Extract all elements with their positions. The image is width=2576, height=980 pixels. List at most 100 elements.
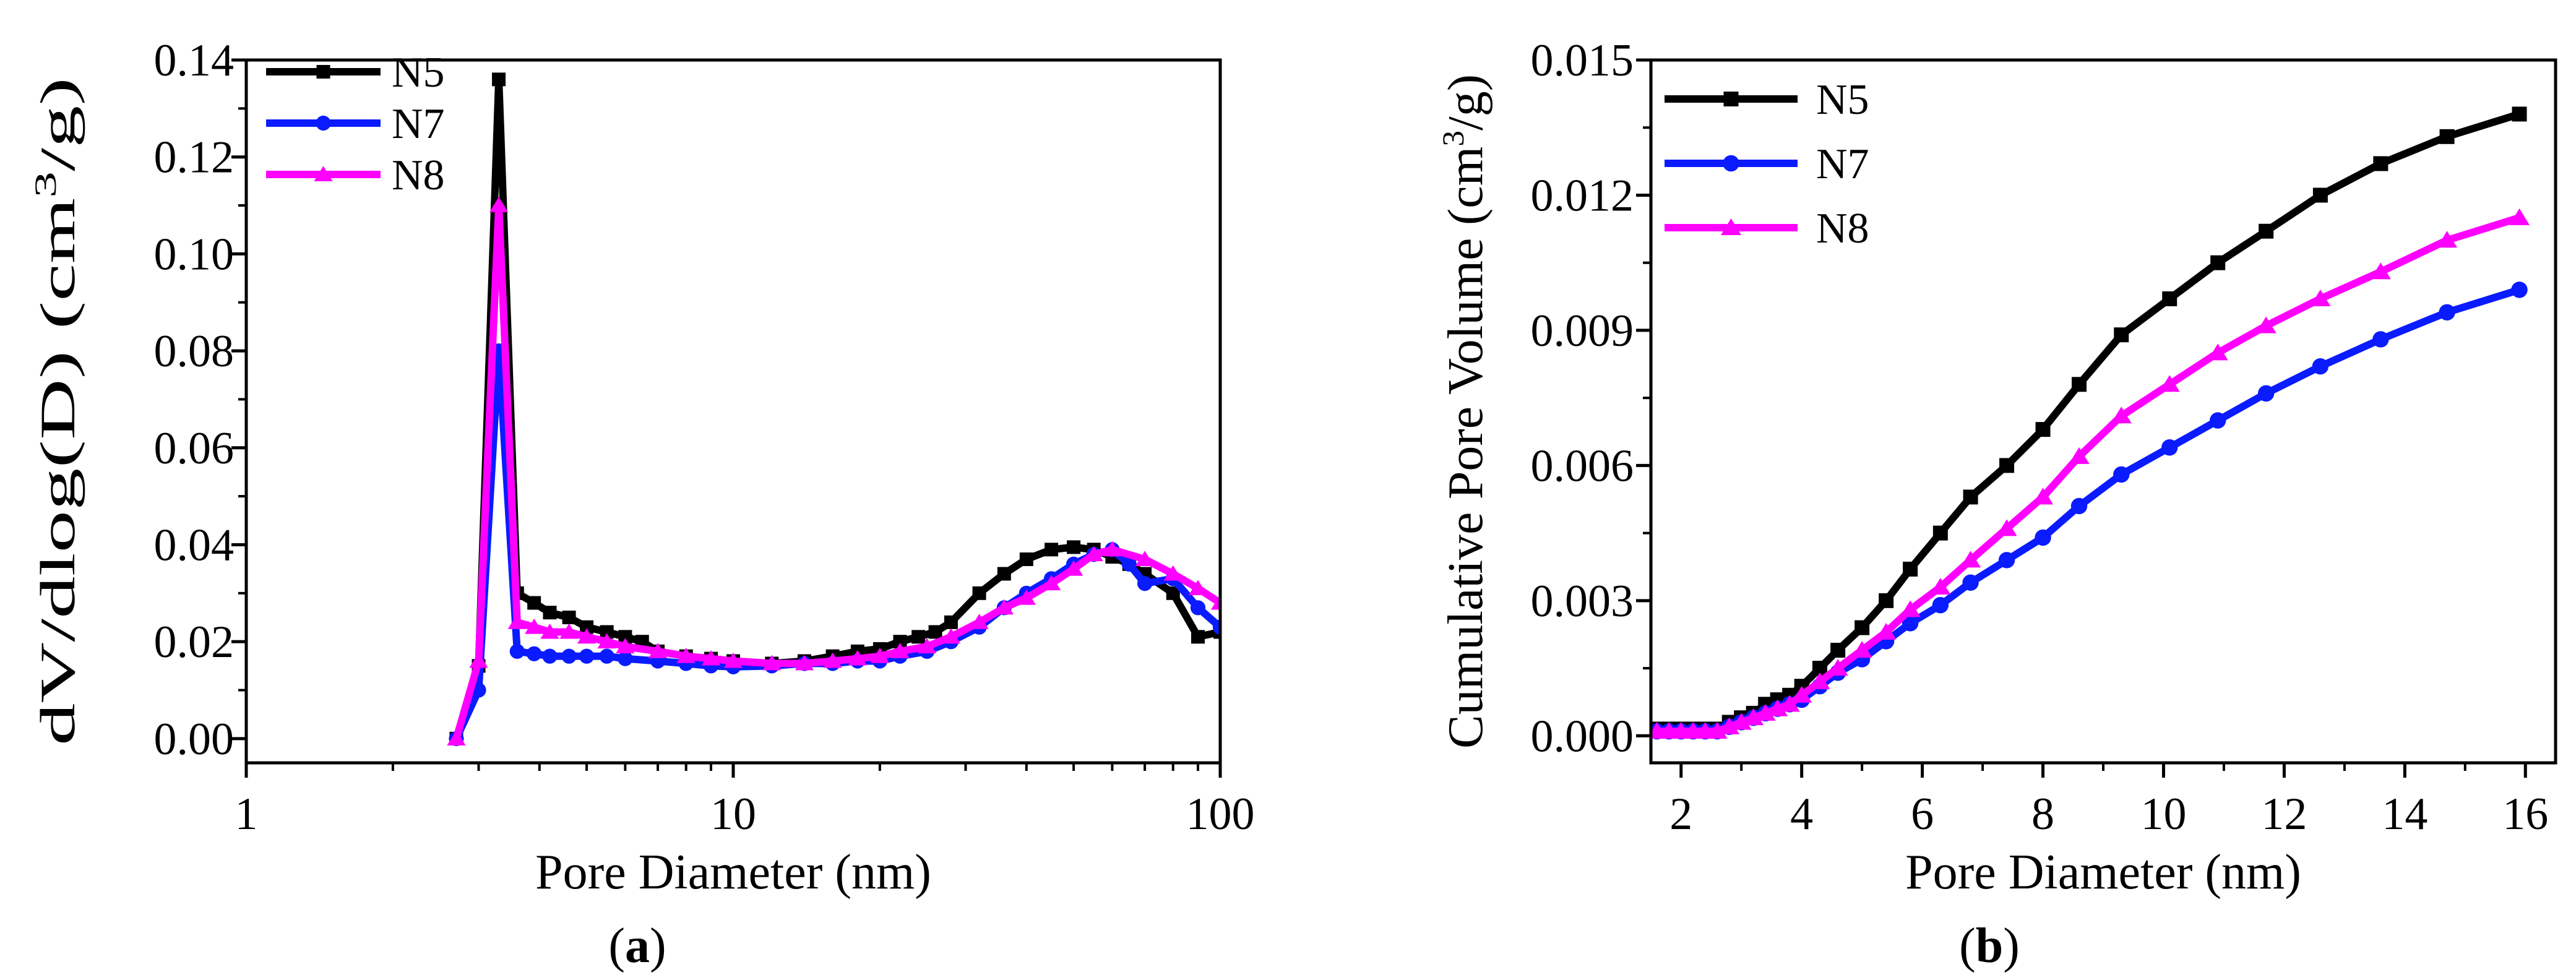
data-point-n7 (561, 648, 577, 664)
data-point-n7 (2209, 412, 2226, 429)
data-point-n8 (1827, 659, 1848, 676)
x-tick-label: 6 (1911, 789, 1934, 840)
data-point-n5 (543, 606, 557, 620)
legend-label-n7: N7 (392, 100, 445, 148)
y-axis-title-b: Cumulative Pore Volume (cm3/g) (1436, 74, 1493, 749)
data-point-n8 (1809, 672, 1830, 689)
x-tick-label: 100 (1186, 789, 1255, 840)
y-axis-title-superscript: 3 (28, 171, 62, 198)
x-tick-label: 4 (1790, 789, 1813, 840)
data-point-n8 (1064, 560, 1083, 576)
panel-b-chart: 0.000 0.003 0.006 0.009 0.012 0.015 2 4 6 8 10 12 14… (1436, 35, 2557, 900)
data-point-n5 (1166, 586, 1180, 600)
data-point-n8 (2509, 208, 2530, 225)
data-point-n8 (994, 599, 1014, 615)
y-tick-label: 0.006 (1531, 441, 1634, 491)
data-point-n8 (577, 628, 597, 644)
data-point-n8 (890, 643, 910, 658)
data-point-n7 (1137, 576, 1153, 591)
data-point-n8 (970, 614, 989, 629)
data-point-n5 (893, 635, 907, 649)
y-tick-label: 0.015 (1531, 35, 1634, 86)
data-point-n7 (1932, 596, 1949, 614)
data-point-n5 (562, 610, 576, 624)
legend-label-n8: N8 (1816, 205, 1869, 252)
caption-b-close: ) (2003, 919, 2020, 973)
data-point-n8 (2437, 231, 2458, 248)
plot-area-b (1651, 106, 2530, 740)
legend-label-n7: N7 (1816, 140, 1869, 188)
legend-marker-n8 (314, 166, 333, 181)
data-point-n7 (1121, 556, 1137, 572)
x-tick-label: 12 (2261, 789, 2307, 840)
data-point-n7 (2070, 497, 2088, 515)
series-line-n5 (1653, 110, 2523, 733)
data-point-n8 (1851, 640, 1872, 658)
data-point-n8 (1188, 580, 1208, 595)
data-point-n8 (1876, 622, 1897, 640)
data-point-n7 (2257, 385, 2275, 402)
data-point-n5 (1045, 543, 1059, 557)
x-tick-label: 10 (710, 789, 756, 840)
data-point-n5 (972, 586, 986, 600)
legend-marker-n5 (1723, 92, 1739, 106)
data-point-n5 (928, 625, 942, 639)
data-point-n8 (540, 623, 559, 639)
data-point-n8 (1707, 722, 1728, 739)
data-point-n5 (1903, 561, 1918, 577)
data-point-n5 (1830, 642, 1846, 658)
data-point-n5 (1963, 489, 1978, 505)
data-point-n8 (762, 655, 782, 671)
data-point-n8 (469, 652, 488, 668)
x-tick-label: 14 (2382, 789, 2427, 840)
data-point-n8 (597, 633, 616, 649)
data-point-n7 (1998, 552, 2015, 569)
data-point-n8 (1163, 565, 1182, 581)
data-point-n8 (447, 730, 466, 746)
data-point-n8 (2370, 262, 2391, 280)
y-tick-label: 0.08 (154, 326, 235, 377)
data-point-n8 (1743, 708, 1764, 726)
data-point-n5 (1019, 552, 1033, 566)
data-point-n8 (701, 650, 721, 666)
legend-marker-n8 (1721, 218, 1741, 235)
data-point-n7 (542, 648, 558, 664)
y-tick-label: 0.009 (1531, 306, 1634, 356)
data-point-n7 (2312, 358, 2329, 375)
caption-b-open: ( (1959, 919, 1976, 973)
data-point-n5 (2259, 223, 2274, 239)
data-point-n5 (2072, 377, 2087, 392)
data-point-n7 (2439, 304, 2455, 320)
y-tick-label: 0.06 (154, 423, 235, 474)
data-point-n5 (1932, 525, 1948, 541)
data-point-n8 (918, 638, 937, 653)
data-point-n5 (527, 596, 541, 610)
y-tick-label: 0.02 (154, 617, 235, 668)
caption-a-letter: a (625, 919, 650, 973)
data-point-n8 (723, 652, 743, 668)
y-tick-label: 0.012 (1531, 170, 1634, 221)
y-axis-title-units: /g) (1439, 74, 1493, 131)
data-point-n8 (1900, 600, 1921, 617)
data-point-n8 (2255, 316, 2277, 333)
y-tick-label: 0.10 (154, 229, 235, 280)
data-point-n5 (1999, 458, 2015, 473)
data-point-n7 (1212, 619, 1220, 635)
data-point-n7 (1902, 615, 1919, 632)
data-point-n8 (1996, 519, 2017, 536)
plot-area-a (447, 72, 1220, 746)
data-point-n8 (1135, 551, 1155, 566)
data-point-n8 (1210, 594, 1220, 610)
data-point-n5 (2210, 255, 2226, 270)
data-point-n7 (1962, 574, 1979, 591)
data-point-n8 (870, 647, 890, 663)
x-axis-title-a: Pore Diameter (nm) (535, 845, 931, 900)
caption-a-open: ( (608, 919, 625, 973)
data-point-n7 (599, 648, 614, 664)
y-tick-label: 0.000 (1531, 711, 1634, 762)
data-point-n5 (2312, 187, 2328, 203)
series-line-n7 (452, 347, 1220, 742)
x-tick-label: 16 (2502, 789, 2548, 840)
data-point-n5 (2162, 291, 2178, 306)
